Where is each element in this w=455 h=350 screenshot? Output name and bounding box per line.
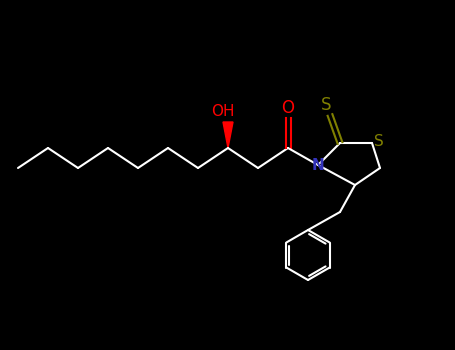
Text: OH: OH	[211, 105, 235, 119]
Text: N: N	[312, 158, 324, 173]
Text: S: S	[374, 133, 384, 148]
Text: S: S	[321, 96, 331, 114]
Text: O: O	[282, 99, 294, 117]
Polygon shape	[223, 122, 233, 148]
